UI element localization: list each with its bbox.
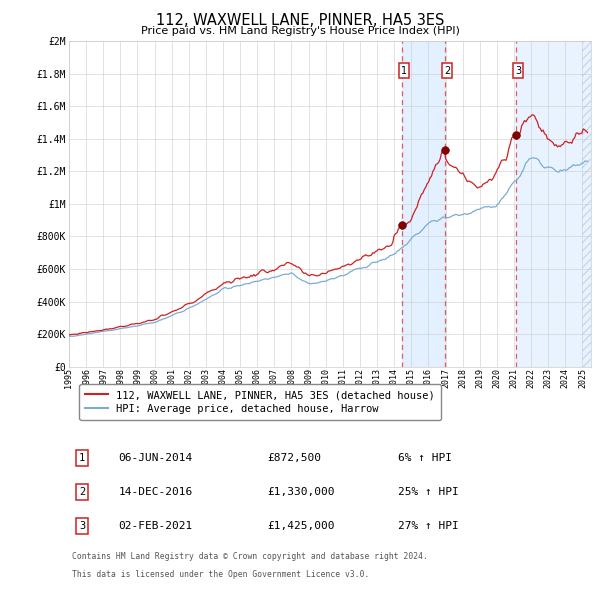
Bar	[515, 41, 591, 366]
Text: 2: 2	[79, 487, 85, 497]
Text: 14-DEC-2016: 14-DEC-2016	[119, 487, 193, 497]
Text: 3: 3	[515, 65, 521, 76]
Text: £1,425,000: £1,425,000	[268, 521, 335, 531]
Text: 2: 2	[444, 65, 451, 76]
Text: This data is licensed under the Open Government Licence v3.0.: This data is licensed under the Open Gov…	[71, 571, 369, 579]
Text: 6% ↑ HPI: 6% ↑ HPI	[398, 453, 452, 463]
Text: 25% ↑ HPI: 25% ↑ HPI	[398, 487, 458, 497]
Text: 06-JUN-2014: 06-JUN-2014	[119, 453, 193, 463]
Bar	[583, 41, 593, 366]
Bar	[401, 41, 445, 366]
Text: Price paid vs. HM Land Registry's House Price Index (HPI): Price paid vs. HM Land Registry's House …	[140, 26, 460, 36]
Text: Contains HM Land Registry data © Crown copyright and database right 2024.: Contains HM Land Registry data © Crown c…	[71, 552, 427, 560]
Text: 02-FEB-2021: 02-FEB-2021	[119, 521, 193, 531]
Text: £872,500: £872,500	[268, 453, 322, 463]
Text: 27% ↑ HPI: 27% ↑ HPI	[398, 521, 458, 531]
Text: £1,330,000: £1,330,000	[268, 487, 335, 497]
Text: 3: 3	[79, 521, 85, 531]
Legend: 112, WAXWELL LANE, PINNER, HA5 3ES (detached house), HPI: Average price, detache: 112, WAXWELL LANE, PINNER, HA5 3ES (deta…	[79, 384, 441, 420]
Text: 1: 1	[401, 65, 407, 76]
Text: 1: 1	[79, 453, 85, 463]
Text: 112, WAXWELL LANE, PINNER, HA5 3ES: 112, WAXWELL LANE, PINNER, HA5 3ES	[156, 13, 444, 28]
